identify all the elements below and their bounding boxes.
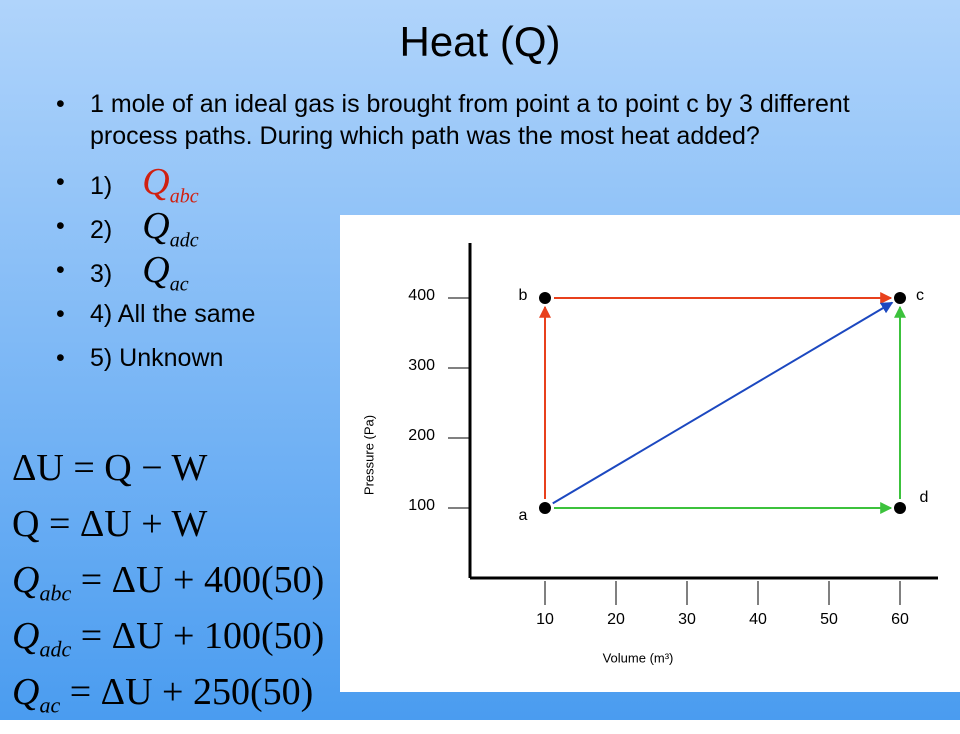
point-label: b xyxy=(519,287,528,304)
symbol: Q xyxy=(142,205,170,247)
symbol: Q xyxy=(12,615,40,657)
state-point xyxy=(894,502,906,514)
option-label: 3) xyxy=(90,260,113,288)
y-tick-label: 100 xyxy=(408,497,435,514)
x-tick-label: 20 xyxy=(607,611,625,628)
subscript: adc xyxy=(169,229,199,252)
y-tick-label: 300 xyxy=(408,357,435,374)
equation: ΔU = Q − W xyxy=(12,440,324,496)
equation-symbol: Qac xyxy=(12,671,60,718)
y-tick-label: 200 xyxy=(408,427,435,444)
symbol: Q xyxy=(142,161,170,203)
option-symbol: Qabc xyxy=(142,161,198,208)
subscript: adc xyxy=(39,636,72,662)
symbol: Q xyxy=(142,249,170,291)
symbol: Q xyxy=(12,559,40,601)
x-tick-label: 10 xyxy=(536,611,554,628)
option-symbol: Qadc xyxy=(142,205,198,252)
y-axis-label: Pressure (Pa) xyxy=(361,415,376,495)
equation-text: = ΔU + 100(50) xyxy=(80,615,325,657)
pv-diagram: 10 20 30 40 50 60 100 200 300 400 Volume (m³) Press… xyxy=(340,215,960,692)
x-tick-label: 60 xyxy=(891,611,909,628)
subscript: ac xyxy=(39,692,61,718)
symbol: Q xyxy=(12,671,40,713)
diagram-background xyxy=(340,215,960,692)
equation-symbol: Qabc xyxy=(12,559,71,606)
option: 2) Qadc xyxy=(56,204,880,252)
option-label: 2) xyxy=(90,216,113,244)
bullets: 1 mole of an ideal gas is brought from p… xyxy=(56,88,880,380)
y-tick-label: 400 xyxy=(408,287,435,304)
equation-text: Q = ΔU + W xyxy=(12,503,208,545)
point-label: c xyxy=(916,287,924,304)
point-label: d xyxy=(920,489,929,506)
x-tick-label: 30 xyxy=(678,611,696,628)
option-label: 4) All the same xyxy=(90,300,256,328)
equation-text: = ΔU + 400(50) xyxy=(80,559,325,601)
subscript: abc xyxy=(169,185,199,208)
equation-symbol: Qadc xyxy=(12,615,71,662)
point-label: a xyxy=(519,507,528,524)
equation: Qabc = ΔU + 400(50) xyxy=(12,552,324,608)
question: 1 mole of an ideal gas is brought from p… xyxy=(56,88,880,152)
process-arrow xyxy=(552,301,894,505)
equation-text: ΔU = Q − W xyxy=(12,447,208,489)
subscript: ac xyxy=(169,273,189,296)
option: 4) All the same xyxy=(56,292,880,336)
title: Heat (Q) xyxy=(399,18,561,65)
option: 1) Qabc xyxy=(56,160,880,208)
state-point xyxy=(894,292,906,304)
equation-text: = ΔU + 250(50) xyxy=(69,671,314,713)
option-label: 5) Unknown xyxy=(90,344,224,372)
x-tick-label: 40 xyxy=(749,611,767,628)
option: 3) Qac xyxy=(56,248,880,296)
equation: Qadc = ΔU + 100(50) xyxy=(12,608,324,664)
subscript: abc xyxy=(39,580,72,606)
state-point xyxy=(539,292,551,304)
option-symbol: Qac xyxy=(142,249,188,296)
option-label: 1) xyxy=(90,172,113,200)
state-point xyxy=(539,502,551,514)
x-tick-label: 50 xyxy=(820,611,838,628)
option: 5) Unknown xyxy=(56,336,880,380)
equation: Q = ΔU + W xyxy=(12,496,324,552)
x-axis-label: Volume (m³) xyxy=(603,650,674,665)
equation: Qac = ΔU + 250(50) xyxy=(12,664,324,720)
